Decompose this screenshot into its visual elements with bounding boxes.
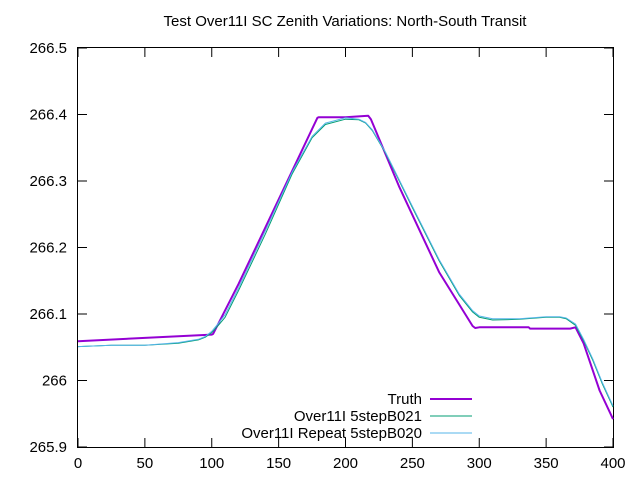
y-tick-label: 265.9 — [29, 439, 67, 456]
x-tick-label: 250 — [400, 455, 425, 472]
y-tick-label: 266.3 — [29, 173, 67, 190]
y-tick-label: 266 — [42, 373, 67, 390]
y-tick-label: 266.2 — [29, 240, 67, 257]
chart-title: Test Over11I SC Zenith Variations: North… — [164, 13, 528, 30]
plot-frame — [77, 47, 614, 448]
series-lines — [77, 114, 614, 420]
legend-label: Truth — [388, 391, 422, 408]
x-tick-label: 50 — [137, 455, 154, 472]
series-line-0 — [77, 114, 614, 420]
y-tick-label: 266.1 — [29, 306, 67, 323]
series-line-2 — [77, 117, 614, 407]
x-tick-label: 100 — [199, 455, 224, 472]
y-tick-label: 266.4 — [29, 107, 67, 124]
x-axis: 0 50 100 150 200 250 300 350 400 — [74, 48, 626, 472]
legend-label: Over11I Repeat 5stepB020 — [241, 425, 422, 442]
y-tick-label: 266.5 — [29, 40, 67, 57]
x-tick-label: 300 — [467, 455, 492, 472]
series-line-1 — [77, 118, 614, 408]
x-tick-label: 150 — [266, 455, 291, 472]
legend-label: Over11I 5stepB021 — [294, 408, 422, 425]
y-axis: 265.9 266 266.1 266.2 266.3 266.4 266.5 — [29, 40, 613, 456]
x-tick-label: 400 — [600, 455, 625, 472]
x-tick-label: 350 — [534, 455, 559, 472]
x-tick-label: 0 — [74, 455, 82, 472]
x-tick-label: 200 — [333, 455, 358, 472]
